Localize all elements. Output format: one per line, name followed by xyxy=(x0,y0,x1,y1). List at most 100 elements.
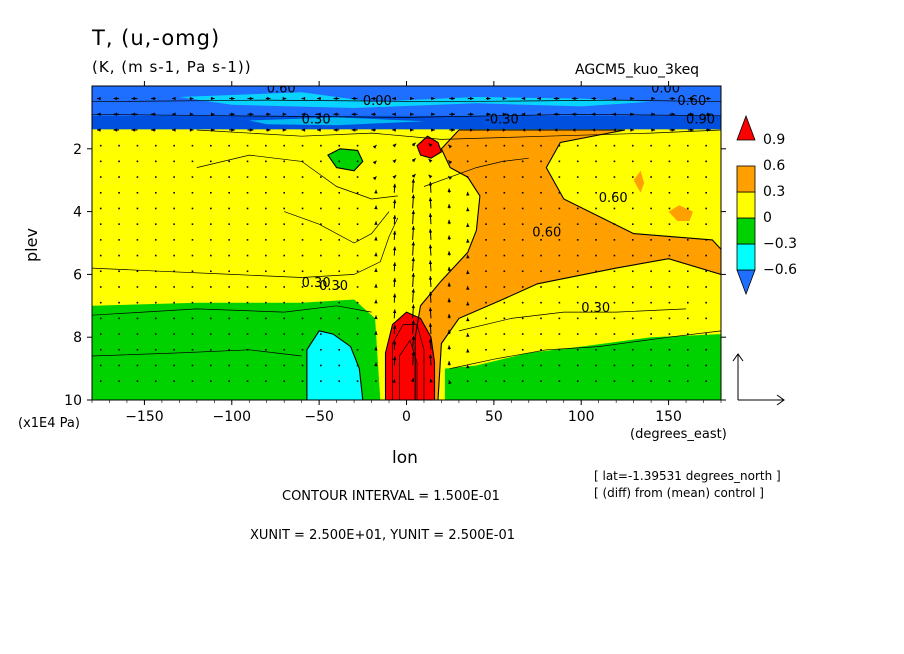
wind-arrow-506 xyxy=(576,286,579,288)
wind-arrow-579 xyxy=(650,239,652,241)
wind-arrow-376 xyxy=(447,329,451,335)
wind-arrow-307 xyxy=(392,143,397,148)
wind-arrow-13 xyxy=(99,301,102,304)
wind-arrow-493 xyxy=(558,380,561,382)
contour-label-10: 0.60 xyxy=(677,94,706,109)
wind-arrow-328 xyxy=(411,173,416,178)
wind-arrow-49 xyxy=(136,270,139,273)
wind-arrow-349 xyxy=(428,197,433,209)
wind-arrow-156 xyxy=(246,160,249,163)
wind-arrow-426 xyxy=(503,223,506,225)
wind-arrow-638 xyxy=(705,270,707,273)
wind-arrow-310 xyxy=(392,183,397,193)
wind-arrow-401 xyxy=(485,128,491,132)
wind-arrow-76 xyxy=(171,96,176,101)
wind-arrow-85 xyxy=(173,239,175,241)
wind-arrow-603 xyxy=(668,317,671,320)
wind-arrow-407 xyxy=(485,223,487,225)
wind-arrow-61 xyxy=(154,160,157,163)
field-green-patch-outline xyxy=(327,148,364,172)
wind-arrow-344 xyxy=(430,128,435,132)
wind-arrow-221 xyxy=(301,286,304,288)
wind-arrow-5 xyxy=(99,176,102,178)
wind-arrow-23 xyxy=(118,160,120,163)
wind-arrow-302 xyxy=(374,362,378,367)
wind-arrow-4 xyxy=(99,160,102,163)
wind-arrow-183 xyxy=(265,286,267,288)
wind-arrow-632 xyxy=(705,176,707,178)
wind-arrow-563 xyxy=(631,286,634,288)
wind-arrow-188 xyxy=(265,364,267,367)
wind-arrow-292 xyxy=(374,205,378,210)
wind-arrow-266 xyxy=(351,96,358,101)
colorbar-cell-5 xyxy=(736,114,756,141)
wind-arrow-39 xyxy=(131,112,138,116)
wind-arrow-343 xyxy=(430,112,435,116)
wind-arrow-66 xyxy=(154,239,157,241)
wind-arrow-357 xyxy=(428,323,433,335)
wind-arrow-109 xyxy=(191,317,194,320)
wind-arrow-577 xyxy=(650,207,652,210)
wind-arrow-218 xyxy=(301,239,304,241)
wind-arrow-26 xyxy=(118,207,120,210)
wind-arrow-605 xyxy=(668,348,671,351)
wind-arrow-504 xyxy=(576,254,579,257)
wind-arrow-98 xyxy=(191,144,194,147)
wind-arrow-645 xyxy=(705,380,707,382)
wind-arrow-150 xyxy=(228,364,230,367)
wind-arrow-139 xyxy=(228,191,230,194)
wind-arrow-96 xyxy=(189,112,194,116)
vector-reference-icon xyxy=(732,353,785,406)
wind-arrow-356 xyxy=(428,307,433,319)
wind-arrow-6 xyxy=(99,191,102,194)
wind-arrow-177 xyxy=(265,191,267,194)
wind-arrow-438 xyxy=(521,112,526,116)
wind-arrow-362 xyxy=(449,112,455,116)
wind-arrow-196 xyxy=(283,191,285,194)
wind-arrow-360 xyxy=(429,378,433,383)
wind-arrow-121 xyxy=(210,207,212,210)
wind-arrow-465 xyxy=(540,239,542,241)
wind-arrow-622 xyxy=(687,317,689,320)
wind-arrow-434 xyxy=(503,348,506,351)
wind-arrow-130 xyxy=(210,348,212,351)
wind-arrow-290 xyxy=(372,176,377,181)
colorbar-label-5: −0.6 xyxy=(763,262,797,278)
wind-arrow-56 xyxy=(136,380,139,382)
wind-arrow-533 xyxy=(612,112,617,116)
wind-arrow-123 xyxy=(210,239,212,241)
wind-arrow-611 xyxy=(687,144,689,147)
wind-arrow-285 xyxy=(371,96,376,101)
wind-arrow-104 xyxy=(191,239,194,241)
wind-arrow-415 xyxy=(485,348,487,351)
wind-arrow-353 xyxy=(428,260,433,272)
latitude-info: [ lat=-1.39531 degrees_north ] xyxy=(594,469,781,483)
wind-arrow-32 xyxy=(118,301,120,304)
wind-arrow-572 xyxy=(651,128,656,132)
wind-arrow-93 xyxy=(173,364,175,367)
x-axis-unit: (degrees_east) xyxy=(630,427,727,442)
wind-arrow-409 xyxy=(485,254,487,257)
wind-arrow-84 xyxy=(173,223,175,225)
wind-arrow-73 xyxy=(154,348,157,351)
wind-arrow-578 xyxy=(650,223,652,225)
wind-arrow-60 xyxy=(154,144,157,147)
field-cyan-streak-2 xyxy=(249,117,424,126)
wind-arrow-293 xyxy=(374,221,378,225)
wind-arrow-189 xyxy=(265,380,267,382)
wind-arrow-556 xyxy=(631,176,634,178)
wind-arrow-261 xyxy=(338,317,341,320)
wind-arrow-119 xyxy=(210,176,212,178)
wind-arrow-278 xyxy=(356,286,359,288)
wind-arrow-55 xyxy=(136,364,139,367)
wind-arrow-77 xyxy=(171,112,176,116)
wind-arrow-582 xyxy=(650,286,652,288)
wind-arrow-373 xyxy=(447,282,451,287)
contour-line-6 xyxy=(458,308,687,332)
wind-arrow-251 xyxy=(338,160,341,163)
wind-arrow-482 xyxy=(558,207,561,210)
wind-arrow-450 xyxy=(521,301,524,304)
wind-arrow-439 xyxy=(521,128,526,132)
wind-arrow-364 xyxy=(448,144,453,149)
wind-arrow-499 xyxy=(576,176,579,178)
